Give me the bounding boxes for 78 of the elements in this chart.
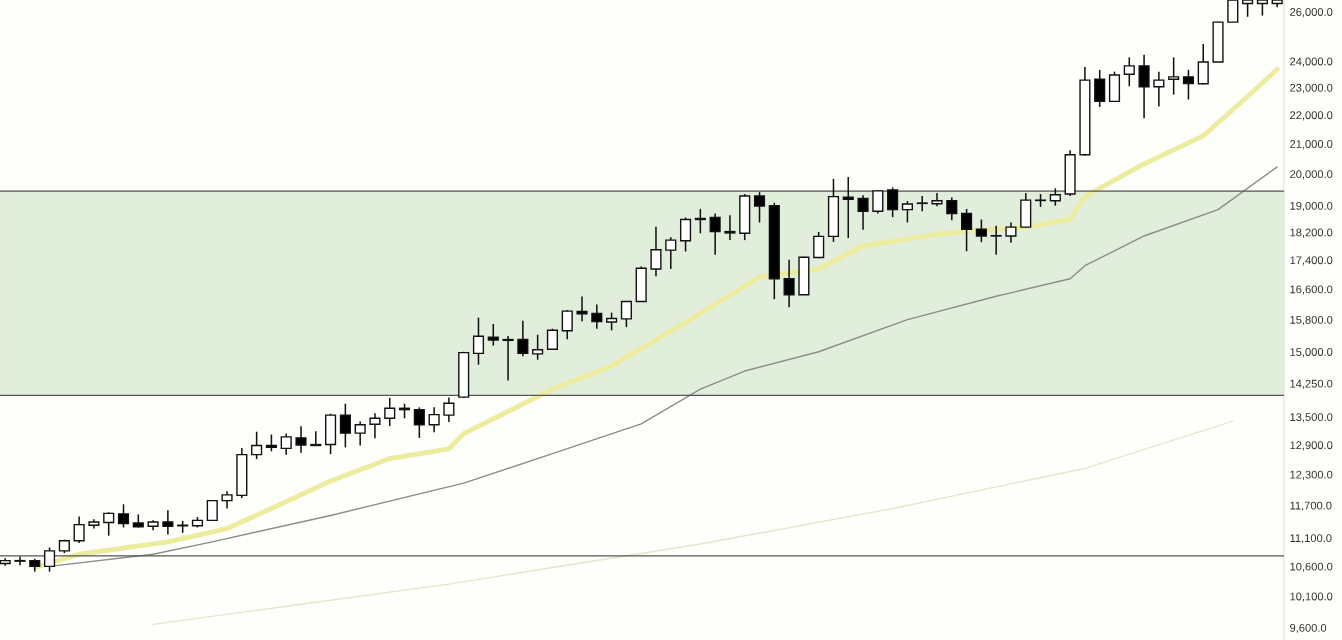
y-tick-label: 17,400.0: [1290, 256, 1333, 266]
y-tick-label: 12,900.0: [1290, 441, 1333, 451]
y-tick-label: 24,000.0: [1290, 57, 1333, 67]
candlestick: [709, 212, 721, 256]
candlestick: [206, 499, 218, 522]
candlestick: [251, 430, 263, 460]
candlestick: [1182, 69, 1195, 101]
candlestick: [14, 555, 26, 566]
candlestick: [1094, 69, 1106, 108]
candlestick: [724, 214, 736, 241]
candlestick: [73, 515, 85, 544]
candlestick: [591, 303, 603, 330]
candlestick: [295, 425, 307, 454]
y-tick-label: 10,100.0: [1290, 592, 1333, 602]
candlestick: [546, 327, 559, 351]
candlestick: [487, 323, 499, 347]
candlestick: [576, 295, 588, 322]
candlestick: [901, 200, 913, 224]
y-tick-label: 11,700.0: [1290, 501, 1332, 511]
candlestick: [1197, 43, 1209, 86]
candlestick: [1138, 54, 1150, 119]
candlestick: [620, 300, 632, 328]
candlestick: [369, 412, 381, 440]
candlestick: [887, 186, 899, 218]
line-series: [152, 420, 1234, 626]
candlestick: [103, 511, 115, 537]
candlestick: [1005, 221, 1017, 244]
candlestick: [280, 432, 292, 456]
y-tick-label: 20,000.0: [1290, 170, 1333, 180]
candlestick: [162, 509, 174, 536]
candlestick: [43, 546, 56, 573]
candlestick: [428, 406, 440, 433]
y-tick-label: 21,000.0: [1290, 140, 1333, 150]
candlestick: [1168, 56, 1180, 96]
candlestick: [679, 216, 692, 253]
y-tick-label: 11,100.0: [1290, 534, 1332, 544]
candlestick: [872, 189, 884, 215]
candlestick: [561, 309, 573, 340]
y-tick-label: 22,000.0: [1290, 111, 1333, 121]
candlestick: [842, 176, 854, 239]
candlestick: [857, 194, 869, 231]
y-tick-label: 15,000.0: [1290, 348, 1333, 358]
candlestick: [354, 420, 366, 447]
candlestick: [339, 403, 351, 449]
y-tick-label: 14,250.0: [1290, 379, 1333, 389]
candlestick: [990, 225, 1002, 256]
candlestick: [916, 195, 928, 212]
candlestick: [443, 396, 455, 423]
candlestick: [384, 397, 396, 427]
candlestick: [961, 208, 973, 252]
candlestick: [472, 316, 485, 366]
candlestick: [117, 503, 130, 529]
y-tick-label: 10,600.0: [1290, 562, 1333, 572]
candlestick: [310, 430, 322, 447]
y-tick-label: 18,200.0: [1290, 228, 1333, 238]
candlestick: [517, 320, 529, 358]
candlestick: [946, 196, 958, 221]
candlestick: [502, 335, 514, 382]
y-tick-label: 23,000.0: [1290, 83, 1333, 94]
y-tick-label: 16,600.0: [1290, 285, 1333, 295]
candlestick: [975, 218, 987, 243]
y-tick-label: 26,000.0: [1290, 8, 1333, 18]
candlestick: [1123, 56, 1135, 87]
candlestick: [532, 333, 544, 361]
y-tick-label: 13,500.0: [1290, 413, 1333, 423]
y-tick-label: 12,300.0: [1290, 470, 1333, 480]
candlestick: [665, 236, 677, 270]
candlestick: [413, 406, 425, 439]
y-tick-label: 19,000.0: [1290, 201, 1333, 212]
y-tick-label: 9,600.0: [1290, 623, 1327, 634]
y-tick-label: 15,800.0: [1290, 315, 1333, 326]
candlestick: [813, 231, 825, 259]
candlestick: [931, 192, 943, 208]
candlestick: [1227, 0, 1239, 24]
candlestick: [753, 191, 766, 224]
candlestick: [1153, 70, 1165, 108]
candlestick: [783, 258, 795, 309]
candlestick: [650, 226, 662, 277]
